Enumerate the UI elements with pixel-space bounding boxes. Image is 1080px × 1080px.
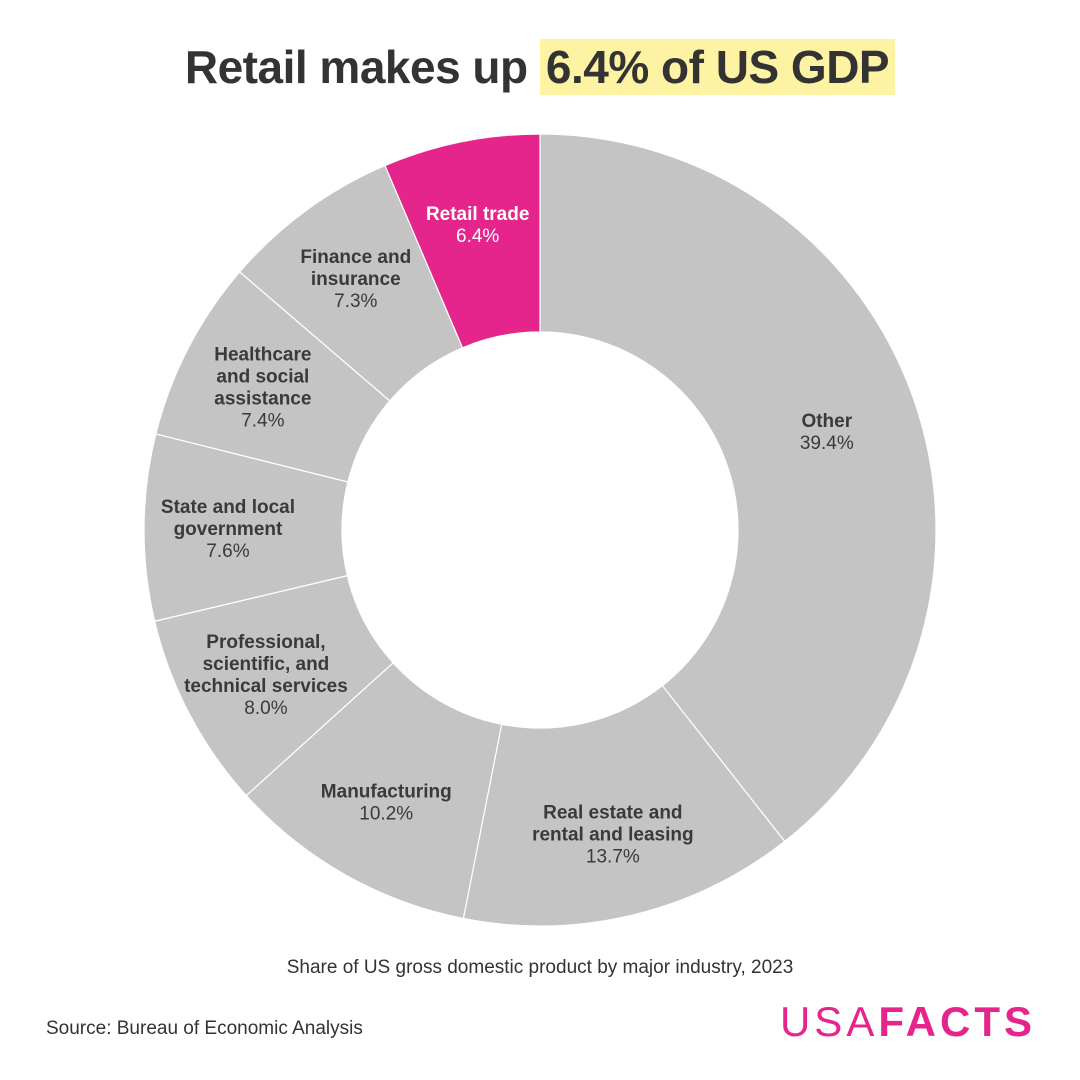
slice-label-value: 6.4%	[456, 226, 499, 247]
slice-label-name: Professional,	[206, 632, 325, 653]
slice-label: Retail trade 6.4%	[426, 204, 529, 247]
slice-label-name: scientific, and	[203, 654, 330, 675]
usafacts-logo: USAFACTS	[780, 998, 1036, 1046]
logo-facts: FACTS	[878, 998, 1036, 1045]
slice-label-value: 39.4%	[800, 433, 854, 454]
donut-slice	[539, 133, 937, 843]
slice-label-name: State and local	[161, 497, 295, 518]
slice-label-name: rental and leasing	[532, 824, 694, 845]
chart-subtitle: Share of US gross domestic product by ma…	[286, 957, 794, 978]
slice-label-name: government	[174, 519, 283, 540]
slice-label-value: 7.3%	[334, 291, 377, 312]
slice-label: Professional, scientific, and technical se…	[184, 632, 348, 719]
slice-label-name: Healthcare	[214, 345, 311, 366]
slice-label: Manufacturing 10.2%	[321, 782, 452, 825]
slice-label-name: Retail trade	[426, 204, 529, 225]
slice-label: Finance and insurance 7.3%	[300, 247, 411, 312]
slice-label-name: and social	[216, 367, 309, 388]
chart-title-prefix: Retail makes up	[184, 41, 528, 93]
slice-label-name: technical services	[184, 676, 348, 697]
donut-slice	[462, 684, 786, 927]
slice-label: State and local government 7.6%	[161, 497, 295, 562]
slice-label-name: insurance	[311, 269, 401, 290]
slice-label-value: 7.6%	[206, 541, 249, 562]
slice-label-value: 7.4%	[241, 411, 284, 432]
logo-usa: USA	[779, 998, 879, 1045]
slice-label: Healthcare and social assistance 7.4%	[214, 345, 311, 432]
chart-title-highlight: 6.4% of US GDP	[539, 39, 896, 95]
donut-slice	[245, 661, 503, 920]
chart-title: Retail makes up 6.4% of US GDP	[0, 39, 1080, 95]
slice-label-value: 8.0%	[244, 698, 287, 719]
source-note: Source: Bureau of Economic Analysis	[46, 1018, 363, 1039]
slice-label: Real estate and rental and leasing 13.7%	[532, 802, 694, 867]
slice-label-name: Other	[801, 411, 852, 432]
slice-label-name: Finance and	[300, 247, 411, 268]
slice-label: Other 39.4%	[800, 411, 854, 454]
slice-label-value: 13.7%	[586, 846, 640, 867]
slice-label-name: assistance	[214, 389, 311, 410]
donut-slice	[384, 133, 541, 349]
slice-label-name: Manufacturing	[321, 782, 452, 803]
slice-label-value: 10.2%	[359, 804, 413, 825]
slice-label-name: Real estate and	[543, 802, 682, 823]
